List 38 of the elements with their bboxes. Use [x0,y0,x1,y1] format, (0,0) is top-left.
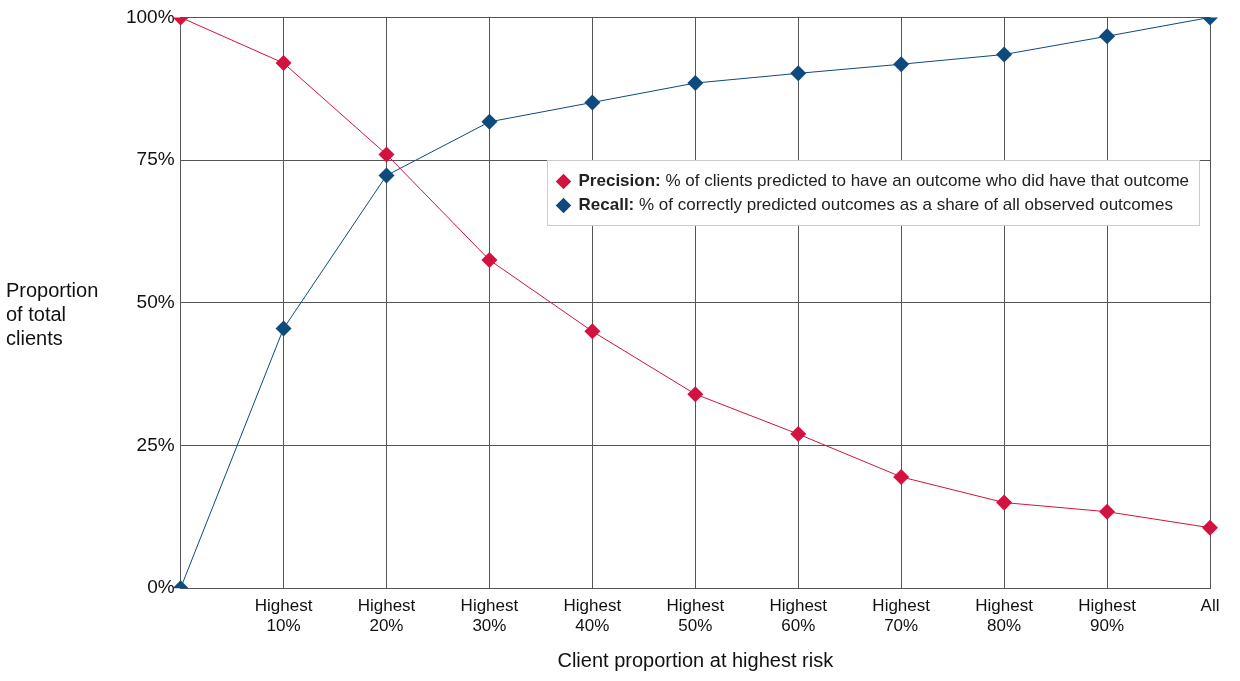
point [687,386,704,403]
point [687,75,704,92]
y-axis-title: Proportion of total clients [6,278,100,350]
point [584,323,601,340]
point [378,146,395,163]
point [893,468,910,485]
point [996,494,1013,511]
point [790,65,807,82]
x-tick-label: Highest 50% [666,596,725,636]
point [996,46,1013,63]
x-tick-label: Highest 80% [975,596,1034,636]
y-tick-label: 75% [136,148,175,170]
point [275,320,292,337]
x-tick-label: Highest 90% [1078,596,1137,636]
legend-label: Precision: % of clients predicted to have an outcome who did have that outcome [578,171,1189,191]
point [1202,519,1218,536]
x-tick-label: Highest 70% [872,596,931,636]
point [893,56,910,73]
point [584,94,601,111]
point [1099,503,1116,520]
point [790,426,807,443]
legend-label: Recall: % of correctly predicted outcomes as a share of all observed outcomes [578,195,1173,215]
x-tick-label: Highest 20% [357,596,416,636]
point [481,113,498,130]
y-tick-label: 100% [125,5,175,27]
point [1099,28,1116,45]
point [275,55,292,72]
x-tick-label: All [1200,596,1220,616]
x-tick-label: Highest 40% [563,596,622,636]
y-tick-label: 25% [136,433,175,455]
x-axis-title: Client proportion at highest risk [557,648,835,671]
x-tick-label: Highest 60% [769,596,828,636]
y-tick-label: 50% [136,291,175,313]
x-tick-label: Highest 30% [460,596,519,636]
y-tick-label: 0% [147,576,175,598]
point [378,167,395,184]
x-tick-label: Highest 10% [254,596,313,636]
point [481,251,498,268]
